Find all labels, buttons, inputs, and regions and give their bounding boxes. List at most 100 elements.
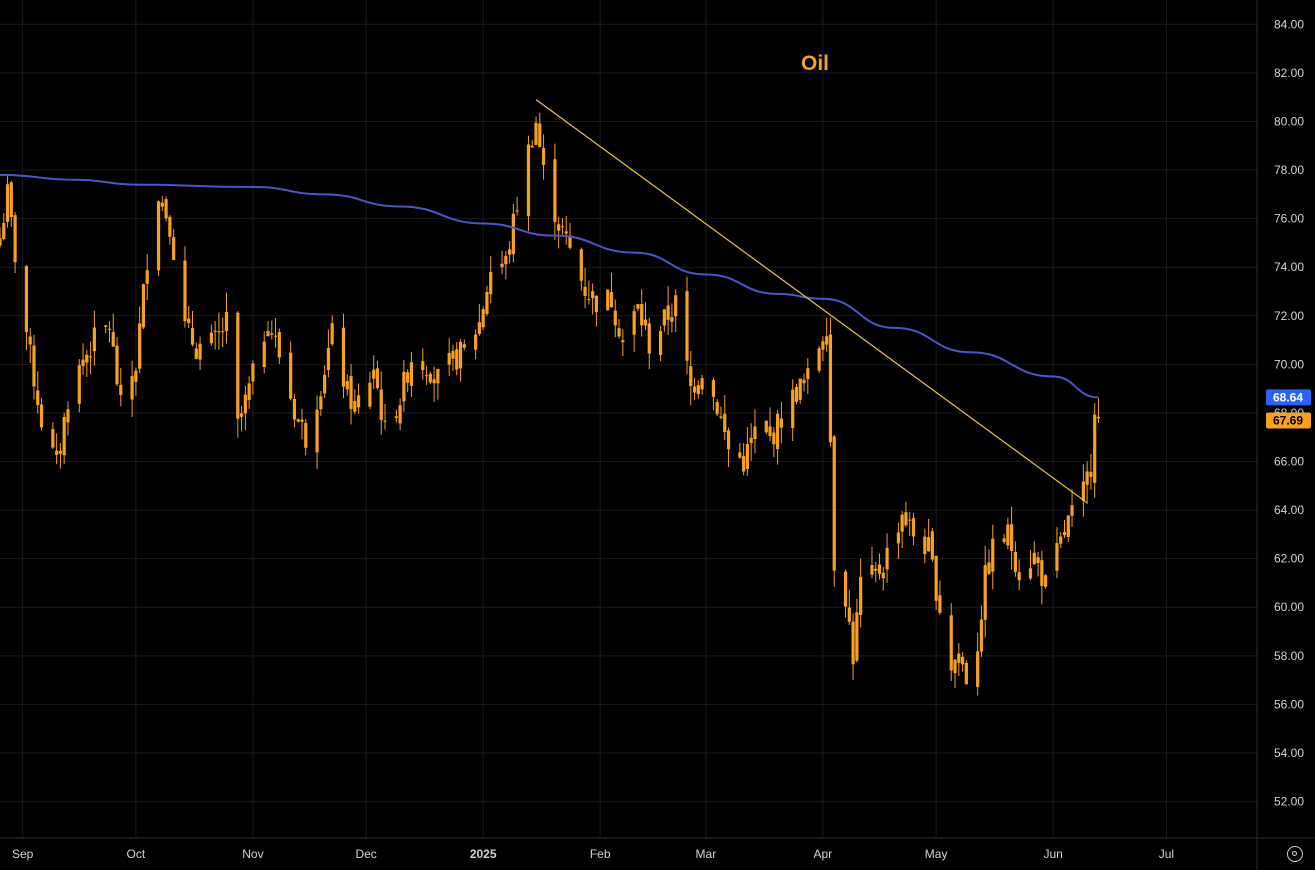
x-tick-label: Sep: [12, 847, 34, 861]
candle: [262, 331, 266, 374]
candle: [296, 418, 300, 423]
candle: [583, 267, 587, 309]
candle: [319, 390, 323, 416]
candle: [855, 598, 859, 663]
candle: [141, 283, 146, 330]
candle: [477, 303, 481, 336]
candle: [541, 134, 546, 180]
time-axis[interactable]: Sep Oct Nov Dec 2025 Feb Mar Apr May Jun Jul: [0, 837, 1315, 861]
candle: [715, 398, 719, 417]
candle: [964, 660, 968, 685]
candle: [39, 398, 44, 431]
candle: [764, 420, 768, 435]
candle: [960, 652, 965, 672]
candle: [428, 371, 432, 385]
candle: [779, 402, 783, 444]
candle: [243, 385, 247, 431]
candle: [247, 376, 251, 409]
candle: [0, 227, 2, 248]
candle: [187, 306, 191, 329]
candle: [1066, 515, 1070, 543]
candle: [983, 546, 987, 638]
candle: [1002, 534, 1006, 544]
moving-average-line: [0, 173, 1099, 399]
candle: [1013, 541, 1018, 577]
candle: [538, 112, 542, 148]
candle: [670, 303, 674, 333]
candle: [821, 336, 825, 362]
candle: [723, 395, 727, 440]
candle: [32, 334, 36, 400]
candle: [164, 196, 168, 222]
candle: [738, 443, 742, 459]
candle: [1036, 552, 1040, 577]
candle: [851, 613, 855, 680]
candle: [198, 336, 202, 371]
candle: [107, 321, 112, 343]
y-tick-label: 66.00: [1274, 455, 1304, 469]
candle: [632, 305, 636, 352]
candle: [1055, 527, 1059, 579]
candle: [5, 176, 10, 228]
candle: [111, 313, 115, 347]
candle: [77, 358, 81, 413]
candle: [345, 374, 349, 396]
candle: [904, 501, 908, 528]
y-tick-label: 72.00: [1274, 309, 1304, 323]
candle: [66, 401, 70, 436]
candle: [843, 569, 848, 618]
x-tick-label: Nov: [242, 847, 263, 861]
candle: [587, 280, 591, 305]
candle: [991, 524, 995, 590]
candle: [145, 254, 149, 301]
candle: [504, 251, 508, 280]
x-tick-label: Jul: [1159, 847, 1174, 861]
candle: [776, 409, 780, 465]
candle: [406, 369, 410, 393]
candle: [1089, 453, 1093, 490]
candle: [806, 358, 810, 394]
y-tick-label: 52.00: [1274, 795, 1304, 809]
price-axis[interactable]: 52.00 54.00 56.00 58.00 60.00 62.00 64.00 66.00…: [1256, 0, 1304, 870]
candle: [372, 355, 376, 389]
candle: [926, 519, 931, 552]
candle: [455, 342, 459, 376]
candle: [236, 311, 240, 438]
candle: [81, 343, 85, 375]
candle: [530, 140, 534, 148]
candle: [330, 315, 334, 346]
candle: [432, 366, 436, 402]
candle: [24, 265, 29, 351]
candle: [62, 412, 66, 464]
candle: [266, 320, 270, 337]
candle: [353, 389, 357, 415]
candle: [828, 317, 833, 447]
candle: [2, 213, 6, 241]
candle: [832, 434, 836, 587]
candle: [1040, 550, 1044, 605]
candle: [221, 317, 225, 348]
last-price-tag-text: 67.69: [1273, 413, 1303, 427]
chart-title: Oil: [801, 52, 829, 75]
candle: [617, 319, 621, 339]
candle: [719, 406, 723, 420]
x-tick-label: Dec: [355, 847, 376, 861]
candle: [85, 350, 89, 377]
settings-gear-icon[interactable]: [1287, 846, 1303, 862]
candle: [9, 180, 13, 227]
candle: [949, 603, 953, 681]
candle: [36, 371, 40, 414]
candle: [534, 116, 538, 146]
candle: [885, 533, 889, 583]
y-tick-label: 60.00: [1274, 600, 1304, 614]
candle: [190, 310, 195, 347]
candle: [957, 643, 961, 677]
candle: [870, 546, 874, 579]
candle: [689, 350, 693, 406]
candle: [1010, 506, 1014, 570]
candle: [847, 589, 851, 625]
candle: [643, 302, 648, 330]
candle: [13, 212, 17, 274]
candle: [938, 580, 942, 615]
